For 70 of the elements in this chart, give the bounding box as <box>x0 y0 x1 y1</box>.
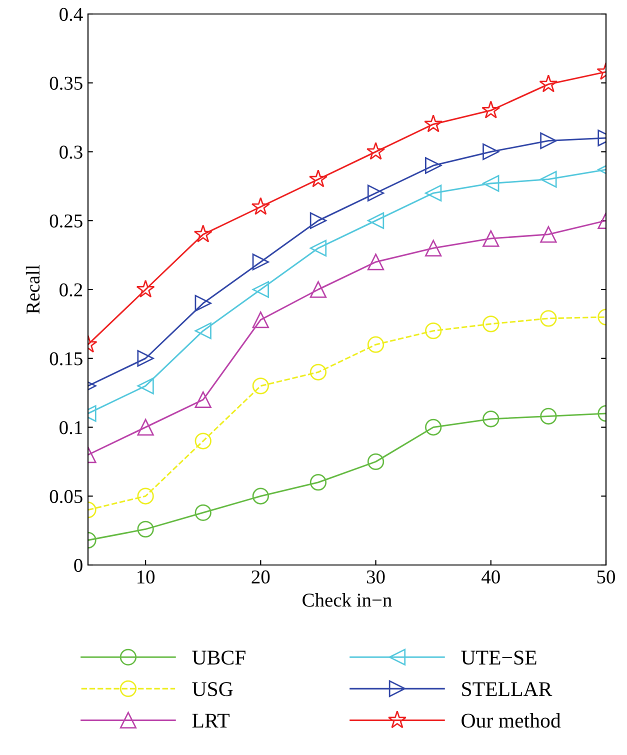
point <box>540 226 557 243</box>
point <box>194 224 212 242</box>
point <box>252 311 269 328</box>
point <box>252 378 269 394</box>
y-tick-label: 0.4 <box>60 8 83 22</box>
x-tick-label: 40 <box>482 570 500 584</box>
legend-label: UBCF <box>192 650 246 665</box>
legend-label: LRT <box>192 714 230 728</box>
point <box>482 230 500 247</box>
point <box>310 240 327 257</box>
point <box>425 157 442 174</box>
point <box>137 488 154 504</box>
point <box>308 170 328 188</box>
point <box>310 364 327 380</box>
point <box>367 453 384 470</box>
point <box>539 74 558 92</box>
y-tick-label: 0.05 <box>50 490 82 504</box>
point <box>310 281 327 298</box>
point <box>251 197 270 215</box>
point <box>137 520 154 538</box>
point <box>425 418 442 436</box>
point <box>137 350 154 367</box>
point <box>424 114 443 132</box>
point <box>194 322 212 340</box>
point <box>425 240 442 257</box>
legend-label: UTE−SE <box>461 650 536 665</box>
point <box>367 254 384 270</box>
point <box>194 391 212 408</box>
x-axis-title: Check in−n <box>302 593 392 607</box>
y-tick-label: 0.35 <box>50 76 82 90</box>
point <box>367 212 384 229</box>
point <box>482 175 500 192</box>
legend-label: STELLAR <box>462 682 552 696</box>
x-tick-label: 30 <box>366 570 385 584</box>
point <box>252 488 269 504</box>
point <box>367 184 384 202</box>
x-tick-label: 50 <box>597 570 615 584</box>
y-tick-label: 0.15 <box>50 352 82 366</box>
point <box>540 132 557 150</box>
point <box>137 378 154 394</box>
y-tick-label: 0.1 <box>60 421 82 434</box>
point <box>425 184 442 202</box>
legend-label: USG <box>192 682 233 696</box>
point <box>540 170 557 188</box>
y-axis-title: Recall <box>26 265 40 314</box>
y-tick-label: 0 <box>74 558 82 572</box>
point <box>252 254 269 270</box>
point <box>482 316 500 332</box>
point <box>137 418 154 436</box>
point <box>482 410 500 428</box>
point <box>425 322 442 340</box>
legend-label: Our method <box>462 713 561 728</box>
point <box>540 310 557 327</box>
y-tick-label: 0.2 <box>60 283 82 297</box>
point <box>482 143 500 160</box>
point <box>310 212 327 229</box>
point <box>194 294 212 312</box>
y-tick-label: 0.3 <box>60 146 82 159</box>
point <box>367 336 384 353</box>
point <box>366 142 386 160</box>
x-tick-label: 20 <box>252 570 270 584</box>
point <box>136 280 155 298</box>
y-tick-label: 0.25 <box>50 214 82 228</box>
point <box>540 408 557 425</box>
point <box>252 281 269 298</box>
point <box>482 100 500 118</box>
x-tick-label: 10 <box>138 570 155 584</box>
point <box>194 432 212 450</box>
point <box>194 504 212 521</box>
point <box>310 474 327 491</box>
